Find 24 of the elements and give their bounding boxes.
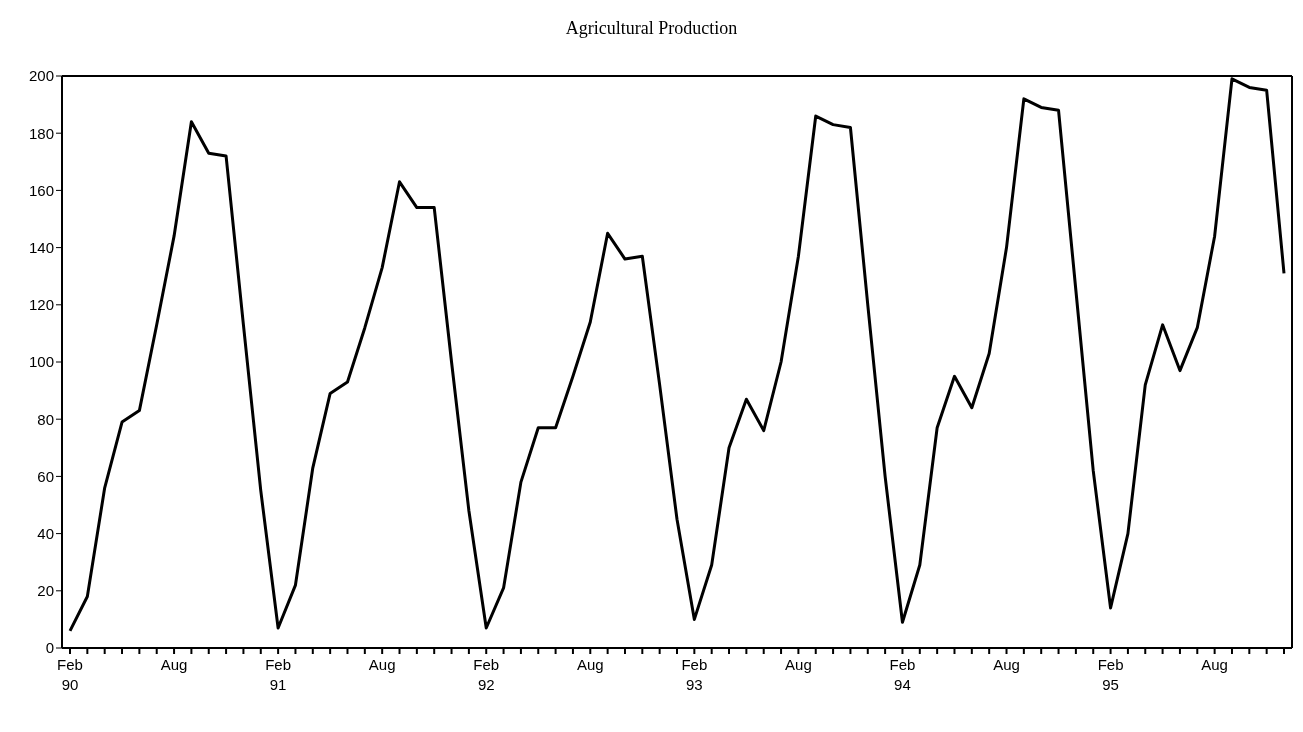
chart-title: Agricultural Production bbox=[564, 17, 739, 40]
y-tick-label: 20 bbox=[37, 582, 54, 600]
x-tick-label: Aug bbox=[576, 656, 604, 673]
x-tick-label: Feb 91 bbox=[265, 656, 292, 693]
y-tick-label: 140 bbox=[28, 238, 54, 256]
x-tick-label: Aug bbox=[1201, 656, 1228, 673]
y-tick-label: 40 bbox=[37, 524, 54, 542]
x-tick-label: Feb 93 bbox=[681, 656, 708, 693]
x-tick-label: Feb 90 bbox=[57, 656, 83, 693]
y-tick-label: 60 bbox=[37, 467, 54, 485]
x-tick-label: Aug bbox=[368, 656, 396, 673]
x-tick-label: Feb 92 bbox=[473, 656, 500, 693]
y-tick-label: 0 bbox=[45, 639, 54, 657]
x-tick-label: Feb 94 bbox=[889, 656, 916, 693]
x-tick-label: Aug bbox=[160, 656, 188, 673]
y-tick-label: 120 bbox=[28, 296, 54, 314]
x-tick-label: Aug bbox=[785, 656, 812, 673]
y-tick-label: 100 bbox=[28, 353, 54, 371]
x-tick-label: Feb 95 bbox=[1097, 656, 1124, 693]
x-tick-label: Aug bbox=[993, 656, 1020, 673]
y-tick-label: 160 bbox=[28, 181, 54, 199]
y-tick-label: 180 bbox=[28, 124, 54, 142]
y-tick-label: 200 bbox=[28, 67, 54, 85]
y-tick-label: 80 bbox=[37, 410, 54, 428]
